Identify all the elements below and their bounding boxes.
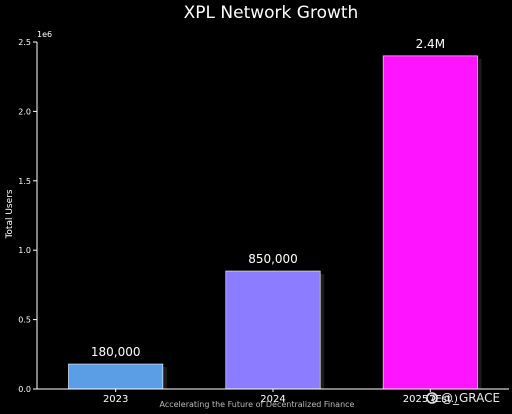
y-tick-label: 0.0 bbox=[18, 385, 31, 394]
data-labels-group: 180,000 850,000 2.4M bbox=[91, 37, 445, 359]
y-axis-multiplier: 1e6 bbox=[37, 30, 52, 39]
bar-2024 bbox=[225, 270, 321, 390]
chart-caption: Accelerating the Future of Decentralized… bbox=[160, 400, 355, 409]
x-tick-label: 2024 bbox=[260, 394, 285, 405]
y-tick-label: 0.5 bbox=[18, 316, 31, 325]
bars-group bbox=[68, 55, 482, 390]
watermark: @_GRACE bbox=[426, 391, 500, 405]
y-axis-label: Total Users bbox=[5, 189, 15, 239]
y-tick-label: 1.0 bbox=[18, 246, 31, 255]
data-label: 850,000 bbox=[248, 252, 298, 266]
watermark-text: @_GRACE bbox=[441, 391, 500, 405]
y-tick-label: 2.0 bbox=[18, 107, 31, 116]
y-tick-label: 2.5 bbox=[18, 38, 31, 47]
data-label: 2.4M bbox=[416, 37, 445, 51]
swirl-logo-icon bbox=[426, 392, 438, 404]
y-axis-ticks: 0.0 0.5 1.0 1.5 2.0 2.5 bbox=[18, 38, 37, 394]
bar-2025 bbox=[382, 55, 478, 390]
x-tick-label: 2025 (Est.) bbox=[403, 394, 458, 405]
data-label: 180,000 bbox=[91, 345, 141, 359]
bar-2023 bbox=[68, 363, 164, 390]
y-tick-label: 1.5 bbox=[18, 177, 31, 186]
x-tick-label: 2023 bbox=[103, 394, 128, 405]
chart-title: XPL Network Growth bbox=[184, 3, 359, 23]
